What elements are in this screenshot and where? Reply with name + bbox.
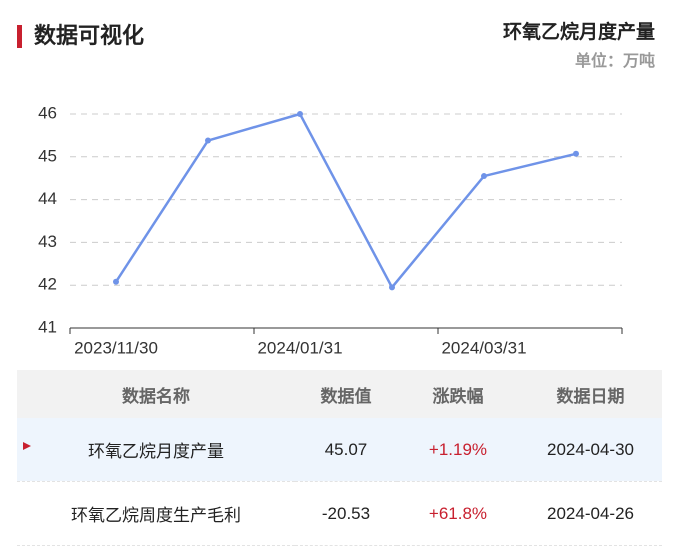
table-row[interactable]: 环氧乙烷周度生产毛利 -20.53 +61.8% 2024-04-26 <box>17 481 662 546</box>
line <box>114 112 577 290</box>
cell: 环氧乙烷月度产量 <box>17 418 295 482</box>
column-header: 数据日期 <box>519 370 662 418</box>
title-bar <box>17 25 22 48</box>
point <box>113 278 119 285</box>
y-tick-label: 44 <box>38 189 57 208</box>
point <box>205 137 211 144</box>
point <box>297 111 303 117</box>
cell: 环氧乙烷周度生产毛利 <box>17 481 295 546</box>
point <box>389 284 395 291</box>
cell: 2024-04-30 <box>519 418 662 482</box>
column-header: 数据值 <box>295 370 397 418</box>
x-tick-label: 2024/01/31 <box>257 338 342 357</box>
y-tick-label: 46 <box>38 103 57 122</box>
chart: 数据可视化 环氧乙烷月度产量 单位：万吨 41 42 43 44 45 46 2023/11… <box>17 20 655 357</box>
column-header: 涨跌幅 <box>397 370 519 418</box>
y-tick-label: 43 <box>38 232 57 251</box>
table-row[interactable]: 环氧乙烷月度产量 45.07 +1.19% 2024-04-30 <box>17 418 662 482</box>
point <box>573 150 579 157</box>
cell: +1.19% <box>397 418 519 482</box>
y-tick-label: 42 <box>38 275 57 294</box>
cell: -20.53 <box>295 481 397 546</box>
y-tick-label: 45 <box>38 146 57 165</box>
row-marker <box>23 442 31 450</box>
chart-subtitle: 单位：万吨 <box>575 51 655 70</box>
chart-title: 环氧乙烷月度产量 <box>503 20 655 43</box>
cell-text: 环氧乙烷月度产量 <box>88 442 224 461</box>
table-header: 数据名称 数据值 涨跌幅 数据日期 <box>17 370 662 418</box>
column-header: 数据名称 <box>17 370 295 418</box>
cell: +61.8% <box>397 481 519 546</box>
data-table: 数据名称 数据值 涨跌幅 数据日期 环氧乙烷月度产量 45.07 +1.19% … <box>17 370 662 546</box>
cell: 2024-04-26 <box>519 481 662 546</box>
cell: 45.07 <box>295 418 397 482</box>
x-tick-label: 2023/11/30 <box>74 338 158 357</box>
page-title: 数据可视化 <box>34 23 144 48</box>
y-tick-label: 41 <box>38 317 57 336</box>
point <box>481 173 487 180</box>
x-tick-label: 2024/03/31 <box>441 338 526 357</box>
